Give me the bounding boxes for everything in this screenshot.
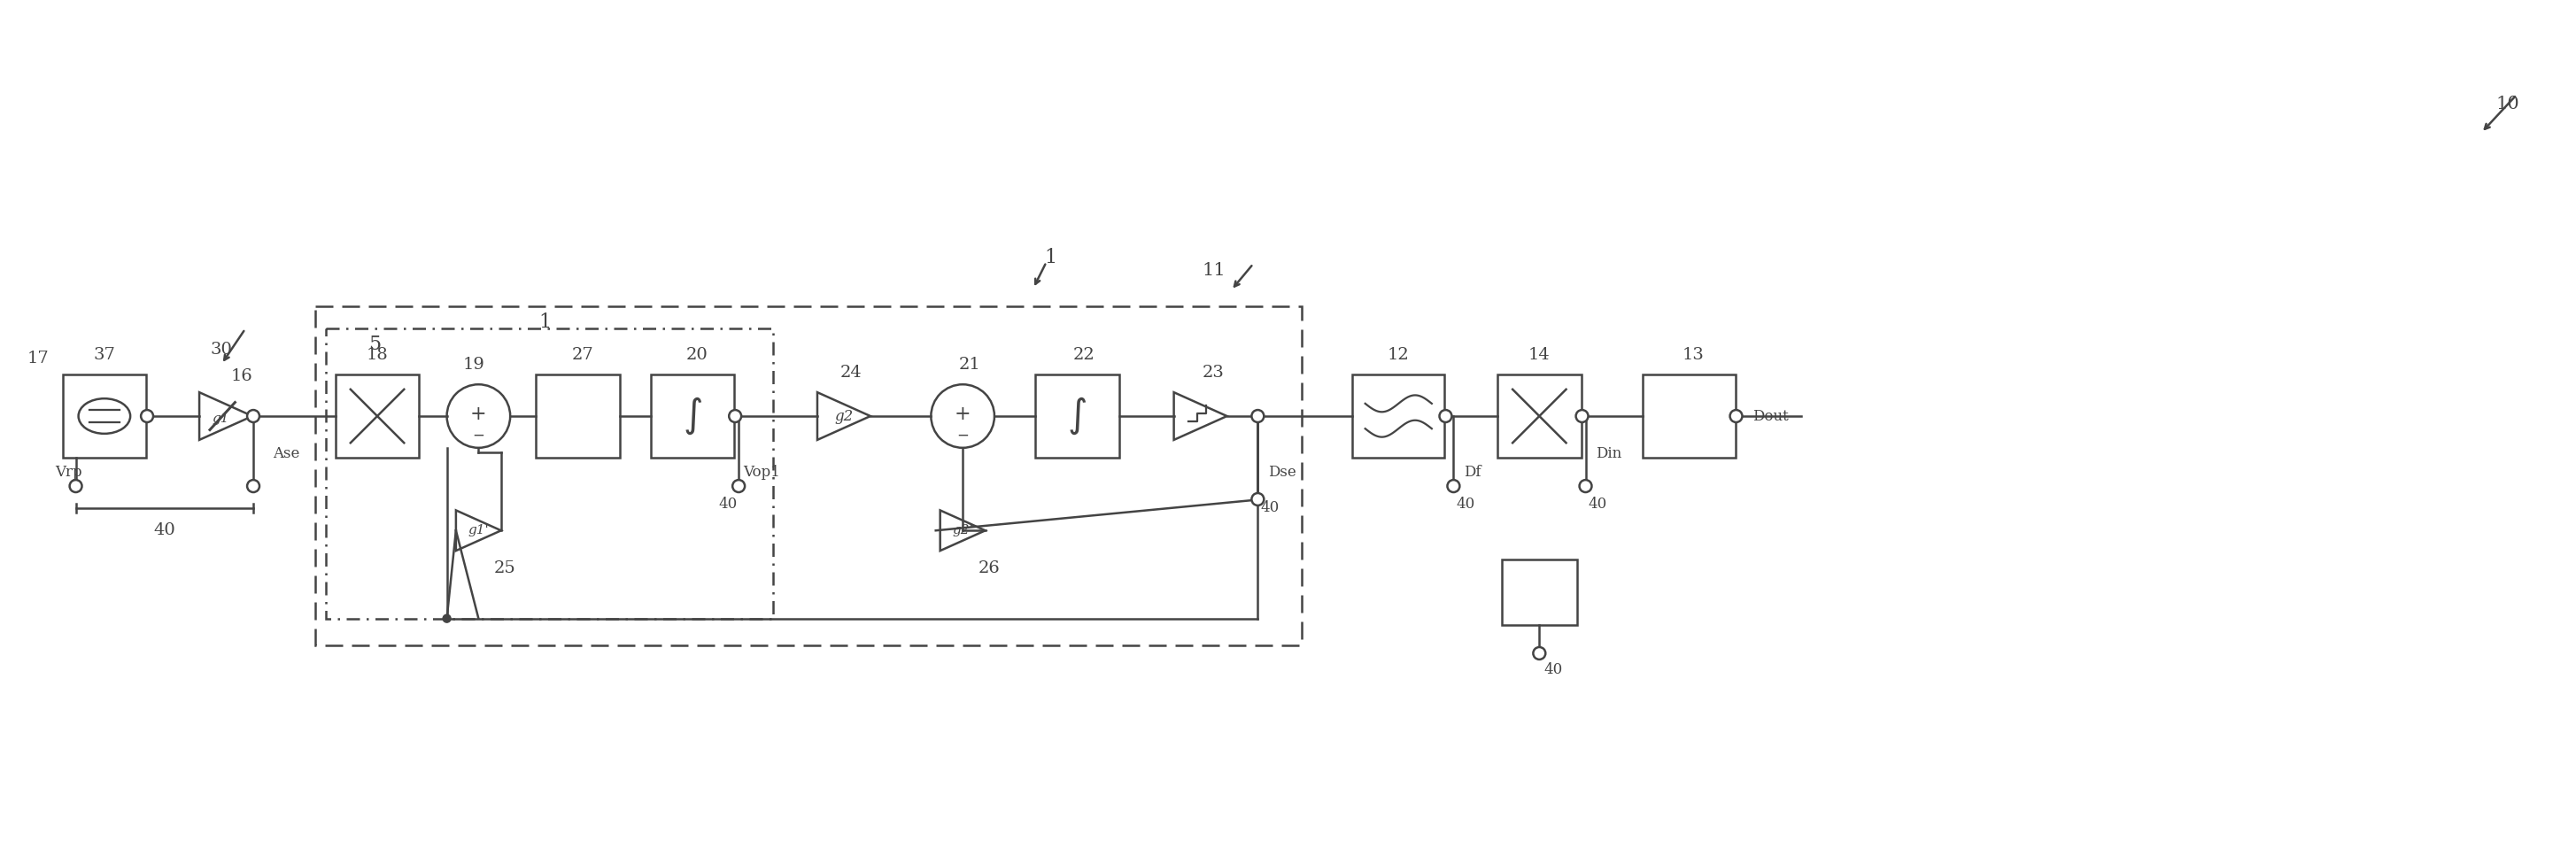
Circle shape	[729, 410, 742, 422]
Text: 26: 26	[979, 560, 999, 576]
Text: 40: 40	[1260, 500, 1280, 516]
Text: $\int$: $\int$	[683, 395, 703, 436]
Text: g1: g1	[211, 412, 229, 425]
Bar	[1643, 374, 1736, 458]
Circle shape	[1577, 410, 1589, 422]
Text: Dse: Dse	[1267, 465, 1296, 480]
Bar	[652, 374, 734, 458]
Text: Din: Din	[1597, 446, 1623, 461]
Circle shape	[1731, 410, 1741, 422]
Text: 23: 23	[1203, 365, 1224, 381]
Text: 10: 10	[2496, 95, 2519, 112]
Text: 18: 18	[366, 347, 389, 363]
Circle shape	[1579, 480, 1592, 492]
Text: Dout: Dout	[1752, 409, 1788, 424]
Text: 27: 27	[572, 347, 592, 363]
Bar	[1036, 374, 1118, 458]
Bar	[327, 328, 773, 618]
Bar	[1497, 374, 1582, 458]
Bar	[1502, 559, 1577, 625]
Circle shape	[247, 480, 260, 492]
Circle shape	[732, 480, 744, 492]
Text: Df: Df	[1463, 465, 1481, 480]
Text: 11: 11	[1203, 262, 1226, 279]
Text: 12: 12	[1388, 347, 1409, 363]
Circle shape	[1448, 480, 1461, 492]
Text: −: −	[471, 427, 484, 443]
Text: 1: 1	[538, 312, 551, 331]
Ellipse shape	[77, 399, 131, 434]
Bar	[62, 374, 147, 458]
Text: 17: 17	[26, 351, 49, 367]
Text: 19: 19	[464, 357, 484, 373]
Text: 40: 40	[719, 497, 737, 512]
Circle shape	[70, 480, 82, 492]
Circle shape	[247, 410, 260, 422]
Circle shape	[1252, 493, 1265, 505]
Text: 30: 30	[211, 342, 232, 358]
Circle shape	[1533, 647, 1546, 659]
Bar	[317, 306, 1301, 645]
Text: 40: 40	[155, 522, 175, 538]
Polygon shape	[198, 392, 252, 440]
Text: g1': g1'	[469, 524, 489, 537]
Text: g2': g2'	[953, 524, 974, 537]
Bar	[1352, 374, 1445, 458]
Circle shape	[930, 384, 994, 447]
Text: 40: 40	[1455, 497, 1476, 512]
Circle shape	[443, 615, 451, 622]
Text: 40: 40	[1543, 663, 1564, 678]
Circle shape	[142, 410, 152, 422]
Circle shape	[1252, 410, 1265, 422]
Text: Ase: Ase	[273, 446, 299, 461]
Text: 13: 13	[1682, 347, 1705, 363]
Polygon shape	[817, 392, 871, 440]
Circle shape	[446, 384, 510, 447]
Text: 20: 20	[685, 347, 708, 363]
Bar	[335, 374, 420, 458]
Text: 16: 16	[232, 368, 252, 384]
Text: 24: 24	[840, 365, 863, 381]
Text: 14: 14	[1528, 347, 1551, 363]
Bar	[536, 374, 621, 458]
Polygon shape	[456, 510, 502, 551]
Text: 1: 1	[1043, 248, 1056, 267]
Text: g2: g2	[835, 409, 853, 424]
Text: 40: 40	[1589, 497, 1607, 512]
Text: 22: 22	[1074, 347, 1095, 363]
Text: 25: 25	[495, 560, 515, 576]
Text: $\int$: $\int$	[1066, 395, 1087, 436]
Text: +: +	[956, 405, 971, 424]
Text: −: −	[956, 427, 969, 443]
Text: Vop1: Vop1	[742, 465, 781, 480]
Polygon shape	[1175, 392, 1226, 440]
Text: +: +	[471, 405, 487, 424]
Text: Vrp: Vrp	[54, 465, 82, 480]
Text: 37: 37	[93, 347, 116, 363]
Polygon shape	[940, 510, 984, 551]
Text: 5: 5	[368, 334, 381, 354]
Text: 21: 21	[958, 357, 981, 373]
Circle shape	[1440, 410, 1453, 422]
